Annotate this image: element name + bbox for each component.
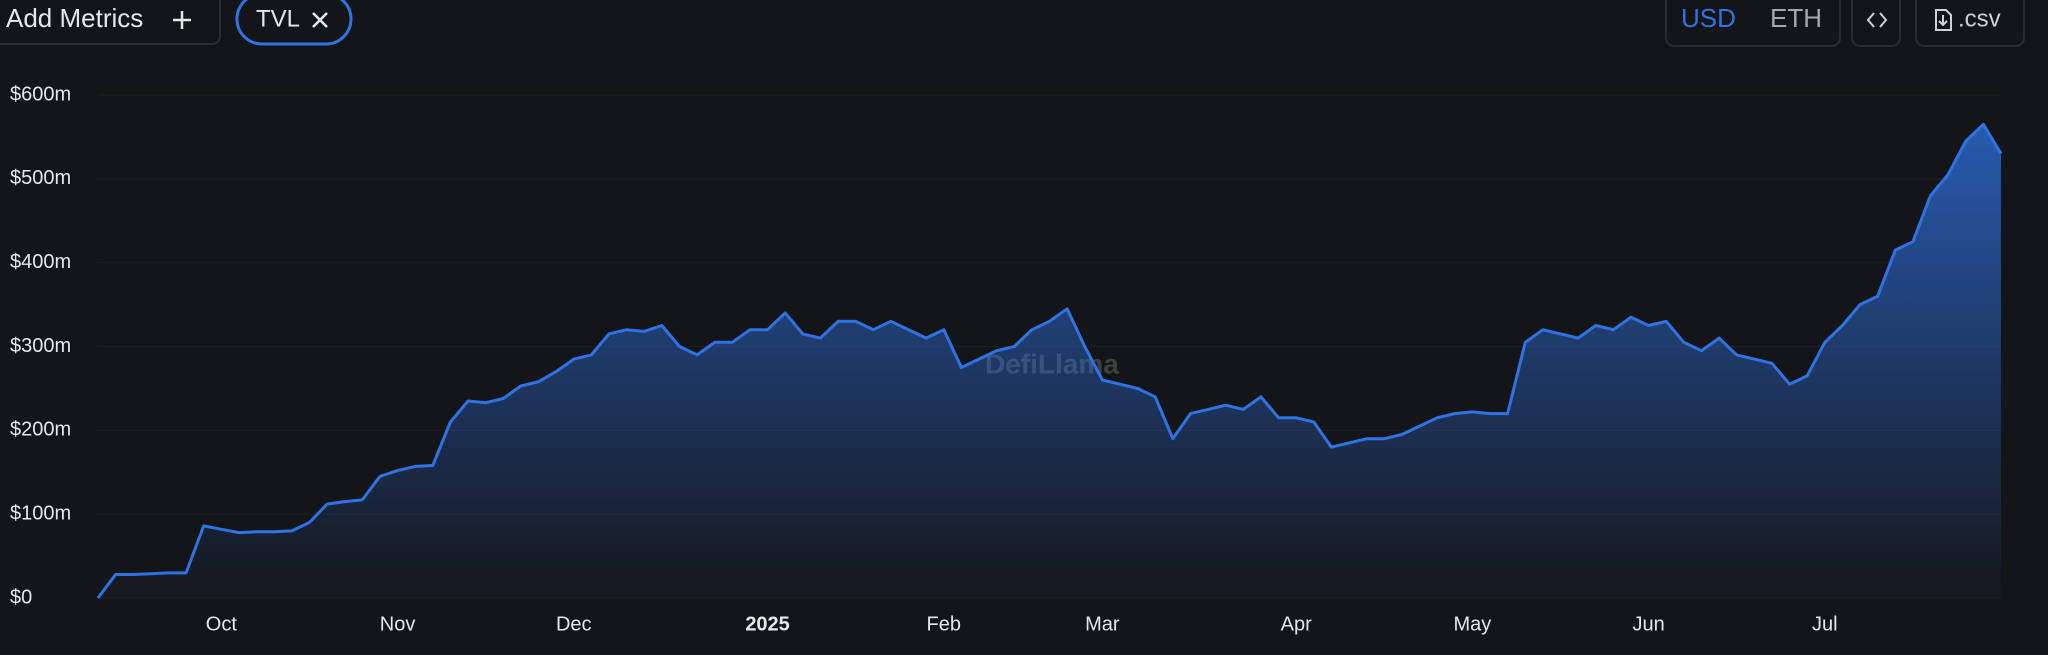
x-tick-label: 2025 — [745, 613, 790, 635]
embed-button[interactable] — [1851, 0, 1901, 47]
y-tick-label: $200m — [10, 419, 71, 441]
x-tick-label: Mar — [1085, 613, 1120, 635]
x-tick-label: Apr — [1281, 613, 1312, 635]
y-tick-label: $300m — [10, 335, 71, 357]
download-icon — [1935, 9, 1952, 31]
y-tick-label: $600m — [10, 83, 71, 105]
x-tick-label: Jun — [1632, 613, 1664, 635]
x-tick-label: Oct — [206, 613, 238, 635]
x-tick-label: Jul — [1812, 613, 1838, 635]
add-metrics-box[interactable] — [0, 0, 221, 45]
plot-area: $0 $100m $200m $300m $400m $500m $600m Oct Nov De… — [10, 83, 2003, 635]
embed-icon — [1866, 12, 1888, 28]
currency-eth[interactable]: ETH — [1770, 3, 1822, 33]
y-tick-label: $500m — [10, 167, 71, 189]
area-fill — [98, 124, 2001, 599]
x-tick-label: Nov — [380, 613, 416, 635]
metric-pill[interactable] — [235, 0, 353, 46]
currency-usd[interactable]: USD — [1681, 3, 1736, 33]
currency-group — [1665, 0, 1841, 47]
tvl-line — [96, 122, 2003, 599]
x-tick-label: May — [1453, 613, 1491, 635]
remove-icon[interactable] — [312, 12, 328, 28]
metric-label: TVL — [256, 5, 300, 32]
add-metrics-label[interactable]: Add Metrics — [6, 3, 143, 33]
x-tick-label: Feb — [927, 613, 961, 635]
x-tick-label: Dec — [556, 613, 592, 635]
y-tick-label: $400m — [10, 251, 71, 273]
plus-icon[interactable] — [173, 11, 191, 29]
csv-button[interactable] — [1915, 0, 2025, 47]
csv-label[interactable]: .csv — [1958, 5, 2001, 32]
y-tick-label: $100m — [10, 502, 71, 524]
y-tick-label: $0 — [10, 586, 32, 608]
